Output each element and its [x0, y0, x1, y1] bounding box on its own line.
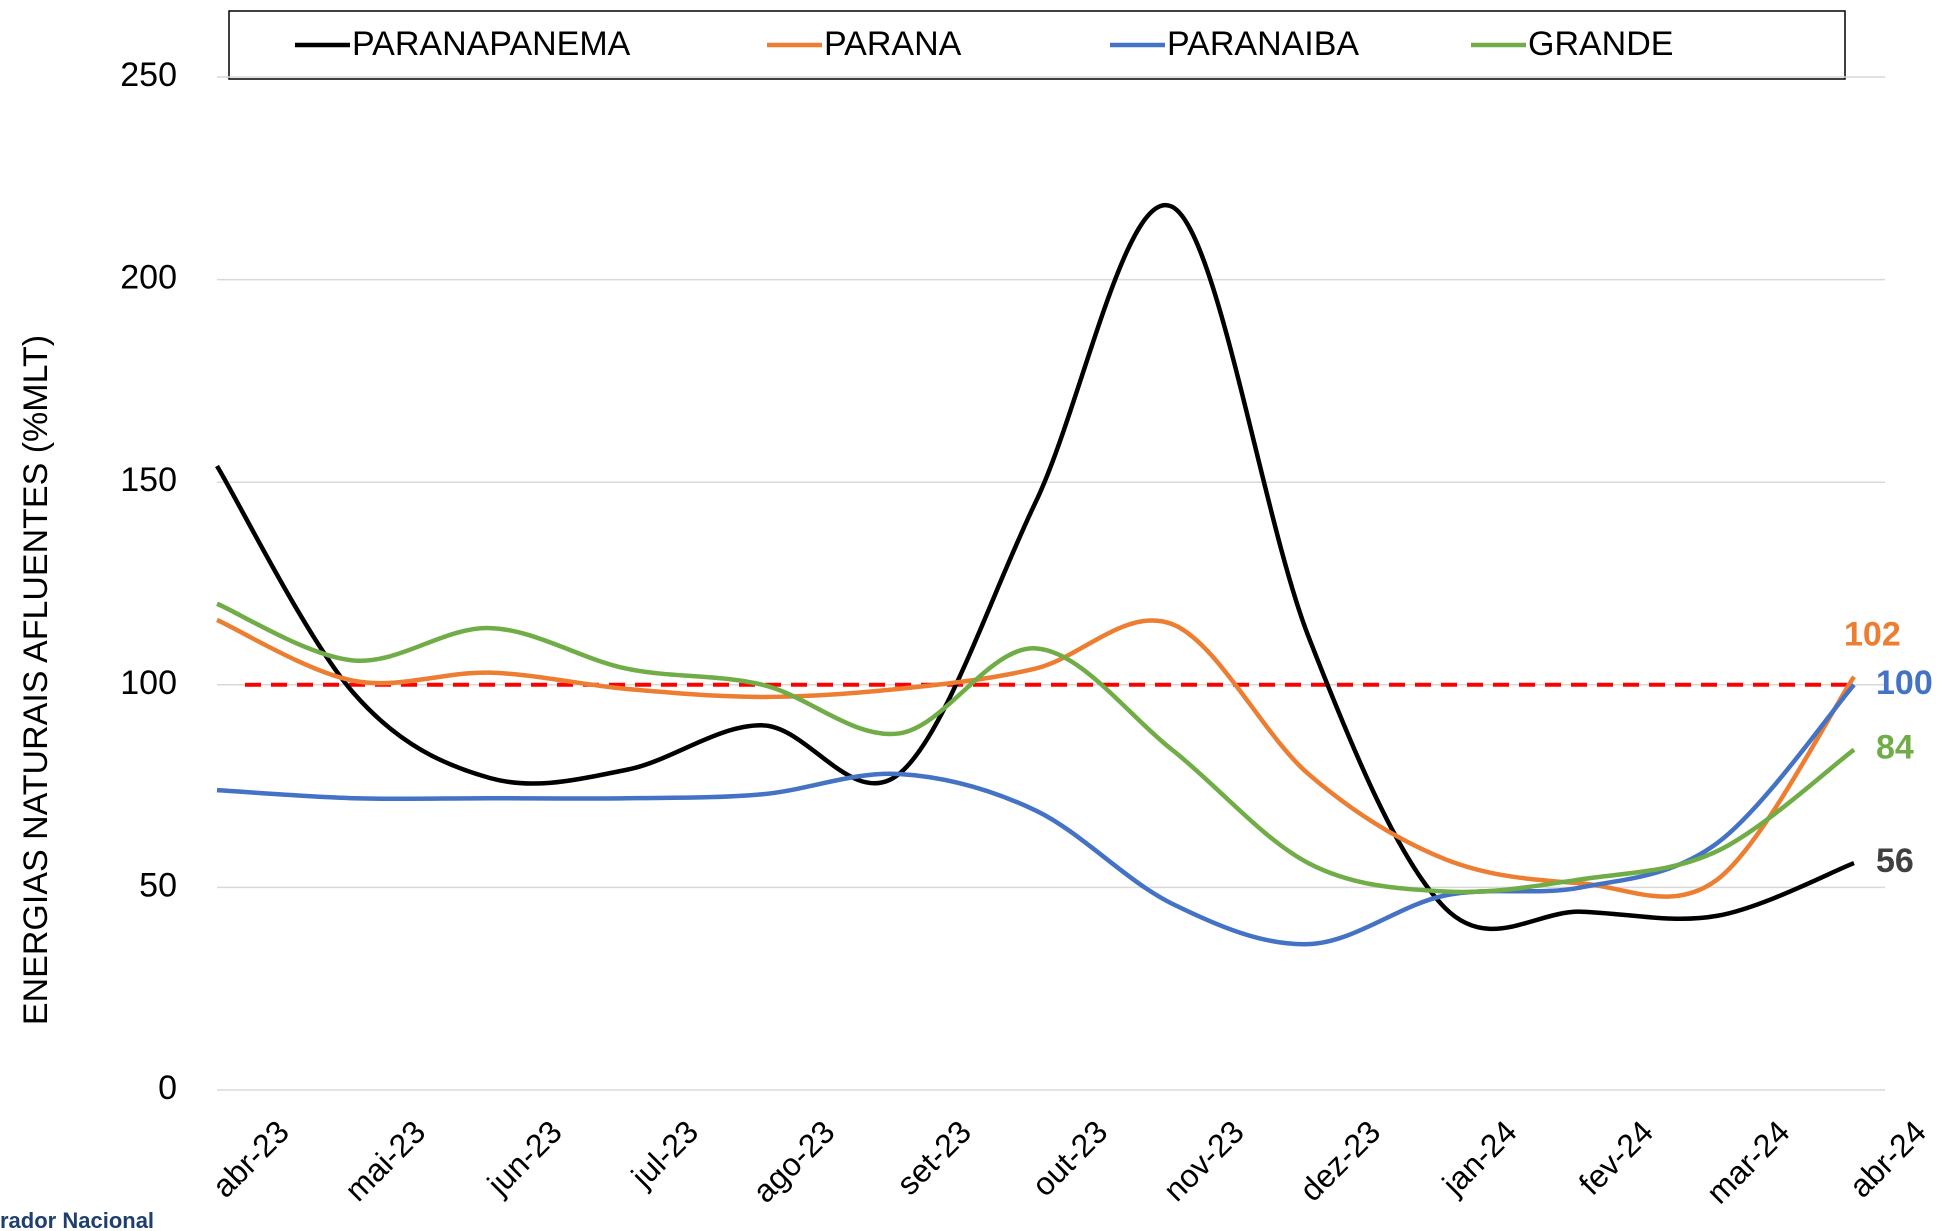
x-tick-label: set-23 [890, 1113, 978, 1201]
x-tick-label: nov-23 [1156, 1113, 1251, 1208]
x-tick-label: abr-24 [1842, 1113, 1933, 1204]
end-value-label: 56 [1876, 842, 1914, 880]
x-tick-label: jun-23 [480, 1113, 569, 1202]
series-line [216, 601, 1856, 895]
x-tick-label: fev-24 [1572, 1113, 1660, 1201]
y-tick-label: 250 [120, 56, 177, 94]
end-value-label: 102 [1844, 616, 1901, 654]
legend-label: PARANA [824, 25, 962, 63]
y-axis-label: ENERGIAS NATURAIS AFLUENTES (%MLT) [17, 335, 55, 1025]
x-tick-label: mai-23 [338, 1113, 433, 1208]
y-tick-label: 50 [139, 866, 177, 904]
footer-logo-text: rador Nacional [0, 1208, 154, 1231]
x-tick-label: dez-23 [1293, 1113, 1388, 1208]
legend-box [228, 10, 1846, 80]
series-line [216, 617, 1856, 899]
end-value-label: 84 [1876, 729, 1914, 767]
legend-label: PARANAPANEMA [352, 25, 631, 63]
series-line [215, 202, 1855, 932]
x-tick-label: out-23 [1025, 1113, 1115, 1203]
x-tick-label: jul-23 [624, 1113, 706, 1195]
y-tick-label: 200 [120, 259, 177, 297]
legend-label: GRANDE [1528, 25, 1673, 63]
x-tick-label: ago-23 [746, 1113, 842, 1209]
y-tick-label: 100 [120, 664, 177, 702]
y-tick-label: 0 [158, 1069, 177, 1107]
x-tick-label: mar-24 [1699, 1113, 1796, 1210]
y-tick-label: 150 [120, 461, 177, 499]
end-value-label: 100 [1876, 664, 1933, 702]
x-tick-label: abr-23 [205, 1113, 296, 1204]
legend-label: PARANAIBA [1167, 25, 1359, 63]
series-line [216, 683, 1856, 947]
x-tick-label: jan-24 [1435, 1113, 1524, 1202]
